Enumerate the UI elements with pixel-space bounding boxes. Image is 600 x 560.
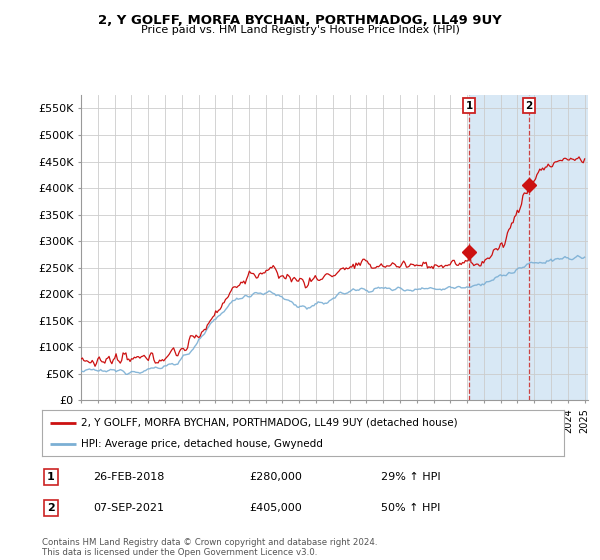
Text: Contains HM Land Registry data © Crown copyright and database right 2024.
This d: Contains HM Land Registry data © Crown c… <box>42 538 377 557</box>
Text: £405,000: £405,000 <box>249 503 302 513</box>
Text: HPI: Average price, detached house, Gwynedd: HPI: Average price, detached house, Gwyn… <box>81 439 323 449</box>
Text: 26-FEB-2018: 26-FEB-2018 <box>93 472 164 482</box>
Text: 1: 1 <box>47 472 55 482</box>
Text: 2, Y GOLFF, MORFA BYCHAN, PORTHMADOG, LL49 9UY: 2, Y GOLFF, MORFA BYCHAN, PORTHMADOG, LL… <box>98 14 502 27</box>
Text: £280,000: £280,000 <box>249 472 302 482</box>
Text: 1: 1 <box>466 101 473 111</box>
Text: Price paid vs. HM Land Registry's House Price Index (HPI): Price paid vs. HM Land Registry's House … <box>140 25 460 35</box>
Bar <box>469 95 588 400</box>
Text: 07-SEP-2021: 07-SEP-2021 <box>93 503 164 513</box>
Text: 2: 2 <box>47 503 55 513</box>
Text: 2, Y GOLFF, MORFA BYCHAN, PORTHMADOG, LL49 9UY (detached house): 2, Y GOLFF, MORFA BYCHAN, PORTHMADOG, LL… <box>81 418 458 428</box>
Text: 50% ↑ HPI: 50% ↑ HPI <box>381 503 440 513</box>
Text: 29% ↑ HPI: 29% ↑ HPI <box>381 472 440 482</box>
Text: 2: 2 <box>525 101 532 111</box>
